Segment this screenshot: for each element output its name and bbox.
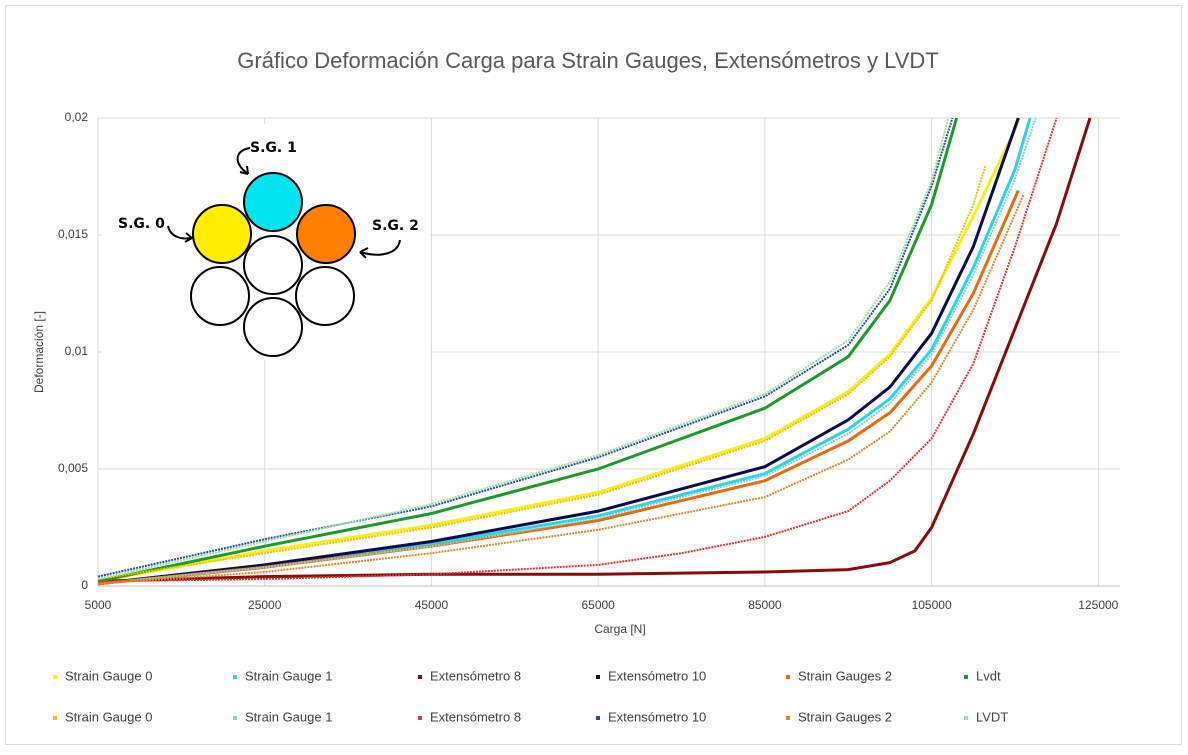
legend-swatch (418, 716, 422, 720)
plot-lines (97, 117, 1092, 586)
x-tick-label: 65000 (581, 598, 615, 612)
legend-swatch (53, 716, 57, 720)
legend-label: Extensómetro 10 (608, 668, 706, 683)
circle (243, 297, 303, 357)
circle (295, 266, 355, 326)
arrow (167, 225, 193, 243)
legend-swatch (418, 675, 422, 679)
annotation: S.G. 0 (118, 216, 165, 232)
circle (296, 204, 356, 264)
legend-swatch (786, 716, 790, 720)
legend-label: Strain Gauges 2 (798, 668, 892, 683)
legend-label: Strain Gauge 1 (245, 709, 332, 724)
series-line (97, 189, 1020, 586)
arrow (236, 147, 251, 175)
legend-label: Extensómetro 8 (430, 709, 521, 724)
annotation: S.G. 1 (250, 140, 297, 156)
series-line (97, 117, 954, 578)
chart-title: Gráfico Deformación Carga para Strain Ga… (237, 48, 938, 73)
series-line (97, 117, 1021, 583)
annotation: S.G. 2 (372, 218, 419, 234)
circle (190, 266, 250, 326)
legend-swatch (233, 675, 237, 679)
x-axis-title: Carga [N] (594, 622, 645, 636)
legend-swatch (233, 716, 237, 720)
circle (243, 235, 303, 295)
legend-swatch (786, 675, 790, 679)
legend-swatch (964, 675, 968, 679)
y-axis-title: Deformación [-] (32, 311, 46, 393)
legend-label: LVDT (976, 709, 1008, 724)
x-tick-label: 105000 (912, 598, 952, 612)
x-tick-label: 85000 (748, 598, 782, 612)
legend-label: Strain Gauge 1 (245, 668, 332, 683)
x-tick-label: 25000 (248, 598, 282, 612)
series-line (97, 164, 987, 580)
legend-label: Extensómetro 10 (608, 709, 706, 724)
y-tick-label: 0,005 (58, 461, 88, 475)
legend-label: Extensómetro 8 (430, 668, 521, 683)
series-line (97, 117, 959, 583)
series-line (97, 117, 1032, 586)
y-tick-label: 0,015 (58, 227, 88, 241)
inset-diagram: S.G. 1 S.G. 0 S.G. 2 (102, 124, 430, 360)
series-line (97, 194, 1025, 585)
y-tick-label: 0 (81, 578, 88, 592)
series-line (97, 117, 1020, 586)
x-tick-label: 5000 (85, 598, 112, 612)
legend-swatch (964, 716, 968, 720)
legend-label: Lvdt (976, 668, 1001, 683)
series-line (97, 117, 950, 580)
legend: Strain Gauge 0 Strain Gauge 1 Extensómetro… (53, 668, 1008, 724)
legend-label: Strain Gauges 2 (798, 709, 892, 724)
legend-swatch (596, 675, 600, 679)
circle (192, 204, 252, 264)
x-tick-label: 125000 (1078, 598, 1118, 612)
arrow (359, 239, 401, 259)
y-tick-label: 0,01 (65, 344, 89, 358)
series-line (97, 117, 1037, 585)
circle (243, 172, 303, 232)
legend-swatch (596, 716, 600, 720)
legend-label: Strain Gauge 0 (65, 709, 152, 724)
x-tick-label: 45000 (415, 598, 449, 612)
legend-swatch (53, 675, 57, 679)
legend-label: Strain Gauge 0 (65, 668, 152, 683)
y-tick-label: 0,02 (65, 110, 89, 124)
